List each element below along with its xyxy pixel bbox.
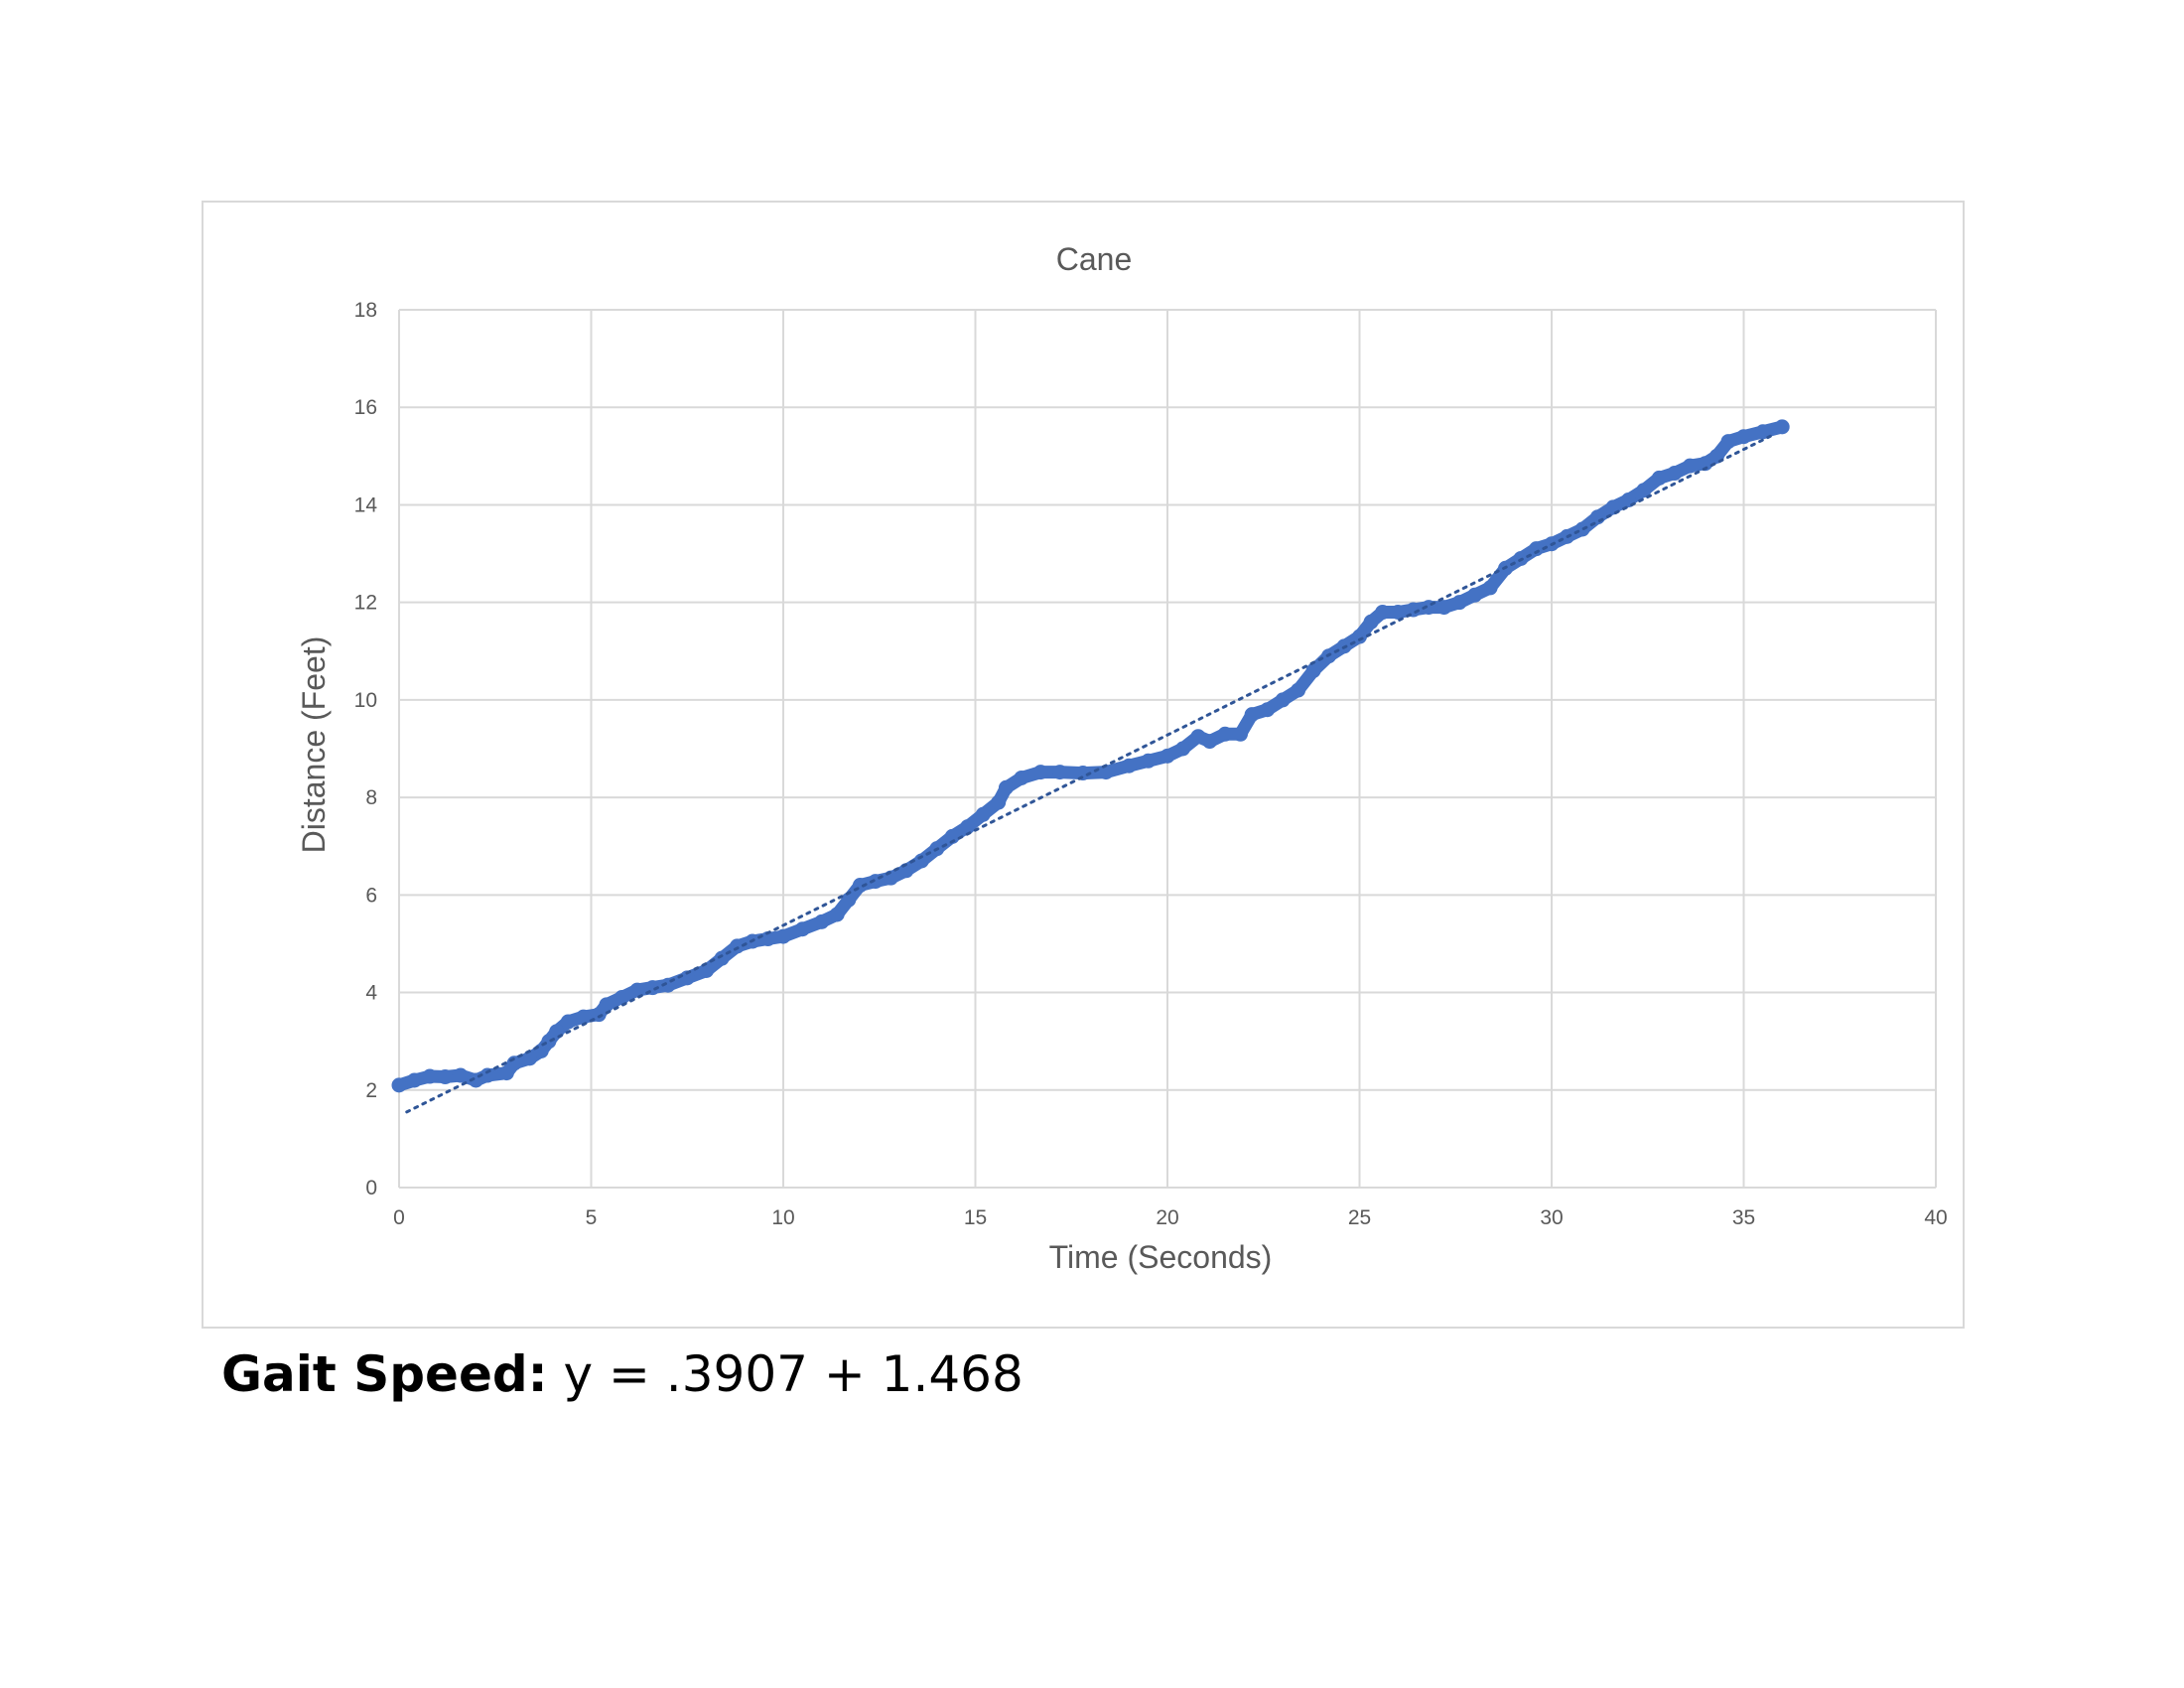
y-tick-label: 14 xyxy=(354,493,378,516)
x-tick-label: 20 xyxy=(1156,1206,1178,1229)
y-tick-label: 16 xyxy=(354,396,377,419)
data-point xyxy=(1363,614,1379,630)
series-line xyxy=(392,420,1789,1092)
x-tick-label: 0 xyxy=(393,1206,405,1229)
data-point xyxy=(1202,734,1218,750)
y-tick-label: 18 xyxy=(354,299,377,322)
data-point xyxy=(576,1009,592,1025)
x-tick-label: 5 xyxy=(586,1206,598,1229)
data-point xyxy=(841,892,857,908)
y-tick-label: 10 xyxy=(354,689,377,712)
data-point xyxy=(975,806,991,822)
data-point xyxy=(1774,419,1790,435)
x-tick-label: 30 xyxy=(1540,1206,1563,1229)
data-point xyxy=(406,1072,422,1088)
y-tick-label: 8 xyxy=(365,786,377,809)
data-point xyxy=(1482,580,1498,596)
data-point xyxy=(913,853,929,869)
data-point xyxy=(1467,587,1483,603)
data-point xyxy=(699,962,715,978)
tick-label-layer: 0 5 10 15 20 25 30 35 40 0 2 4 6 8 10 12 14 16 18 xyxy=(354,299,1948,1229)
data-point xyxy=(1636,483,1652,498)
data-point xyxy=(560,1014,576,1030)
data-point xyxy=(453,1067,469,1083)
chart-frame: Cane 0 5 10 15 20 25 30 35 40 0 2 4 6 8 10 12 14 16 18 Tim… xyxy=(202,201,1965,1329)
data-point xyxy=(1032,765,1048,780)
trendline xyxy=(405,432,1776,1114)
data-point xyxy=(1698,456,1713,472)
data-point xyxy=(1244,707,1260,723)
data-point xyxy=(1589,509,1605,525)
y-tick-label: 4 xyxy=(365,982,377,1005)
x-tick-label: 40 xyxy=(1924,1206,1947,1229)
data-point xyxy=(1667,466,1683,482)
data-point xyxy=(1375,604,1391,620)
data-point xyxy=(522,1051,538,1066)
data-point xyxy=(614,989,629,1005)
x-tick-label: 10 xyxy=(771,1206,794,1229)
x-tick-label: 15 xyxy=(964,1206,987,1229)
data-point xyxy=(1305,662,1321,678)
data-point xyxy=(1014,770,1029,785)
data-point xyxy=(422,1068,438,1084)
data-point xyxy=(1291,682,1306,698)
data-point xyxy=(1651,470,1667,486)
data-point xyxy=(1682,458,1698,474)
data-point xyxy=(1451,595,1467,611)
data-point xyxy=(960,819,976,835)
data-point xyxy=(1098,765,1114,780)
data-point xyxy=(814,914,830,929)
x-axis-label: Time (Seconds) xyxy=(1049,1239,1273,1275)
y-axis-label: Distance (Feet) xyxy=(296,636,332,854)
gait-speed-equation: y = .3907 + 1.468 xyxy=(547,1345,1024,1403)
data-point xyxy=(1529,541,1545,557)
y-tick-label: 0 xyxy=(365,1177,377,1199)
data-point xyxy=(679,970,695,986)
data-point xyxy=(714,950,730,966)
y-tick-label: 12 xyxy=(354,592,377,615)
data-point xyxy=(1352,629,1367,644)
data-point xyxy=(944,828,960,844)
y-tick-label: 2 xyxy=(365,1079,377,1102)
x-tick-label: 35 xyxy=(1732,1206,1755,1229)
data-point xyxy=(479,1067,495,1083)
data-point xyxy=(1390,604,1406,620)
data-point xyxy=(599,997,614,1013)
gait-speed-label: Gait Speed: xyxy=(221,1345,548,1403)
data-point xyxy=(437,1069,453,1085)
gait-speed-caption: Gait Speed: y = .3907 + 1.468 xyxy=(221,1345,1024,1403)
data-point xyxy=(775,928,791,944)
data-point xyxy=(1436,600,1452,616)
y-tick-label: 6 xyxy=(365,884,377,907)
chart-title: Cane xyxy=(1056,241,1133,277)
data-point xyxy=(1075,766,1091,781)
data-point xyxy=(1720,434,1736,450)
data-point xyxy=(730,938,746,954)
data-point xyxy=(1121,758,1137,774)
data-point xyxy=(794,921,810,937)
data-point xyxy=(1275,692,1291,708)
data-point xyxy=(1052,765,1068,780)
data-point xyxy=(998,779,1014,795)
data-point xyxy=(991,794,1007,810)
data-point xyxy=(629,982,645,998)
data-point xyxy=(1174,741,1190,757)
x-tick-label: 25 xyxy=(1348,1206,1371,1229)
data-point xyxy=(391,1077,407,1093)
data-point xyxy=(1217,726,1233,742)
data-point xyxy=(1233,726,1249,742)
data-point xyxy=(1190,729,1206,745)
data-point xyxy=(829,907,845,922)
chart-svg: Cane 0 5 10 15 20 25 30 35 40 0 2 4 6 8 10 12 14 16 18 Tim… xyxy=(296,241,1948,1275)
trendline-layer xyxy=(405,432,1776,1114)
data-point xyxy=(1260,702,1276,718)
data-point xyxy=(1141,753,1157,769)
data-point xyxy=(1160,748,1175,764)
data-point xyxy=(760,931,776,947)
data-point xyxy=(1736,429,1751,445)
data-point xyxy=(1755,424,1771,440)
